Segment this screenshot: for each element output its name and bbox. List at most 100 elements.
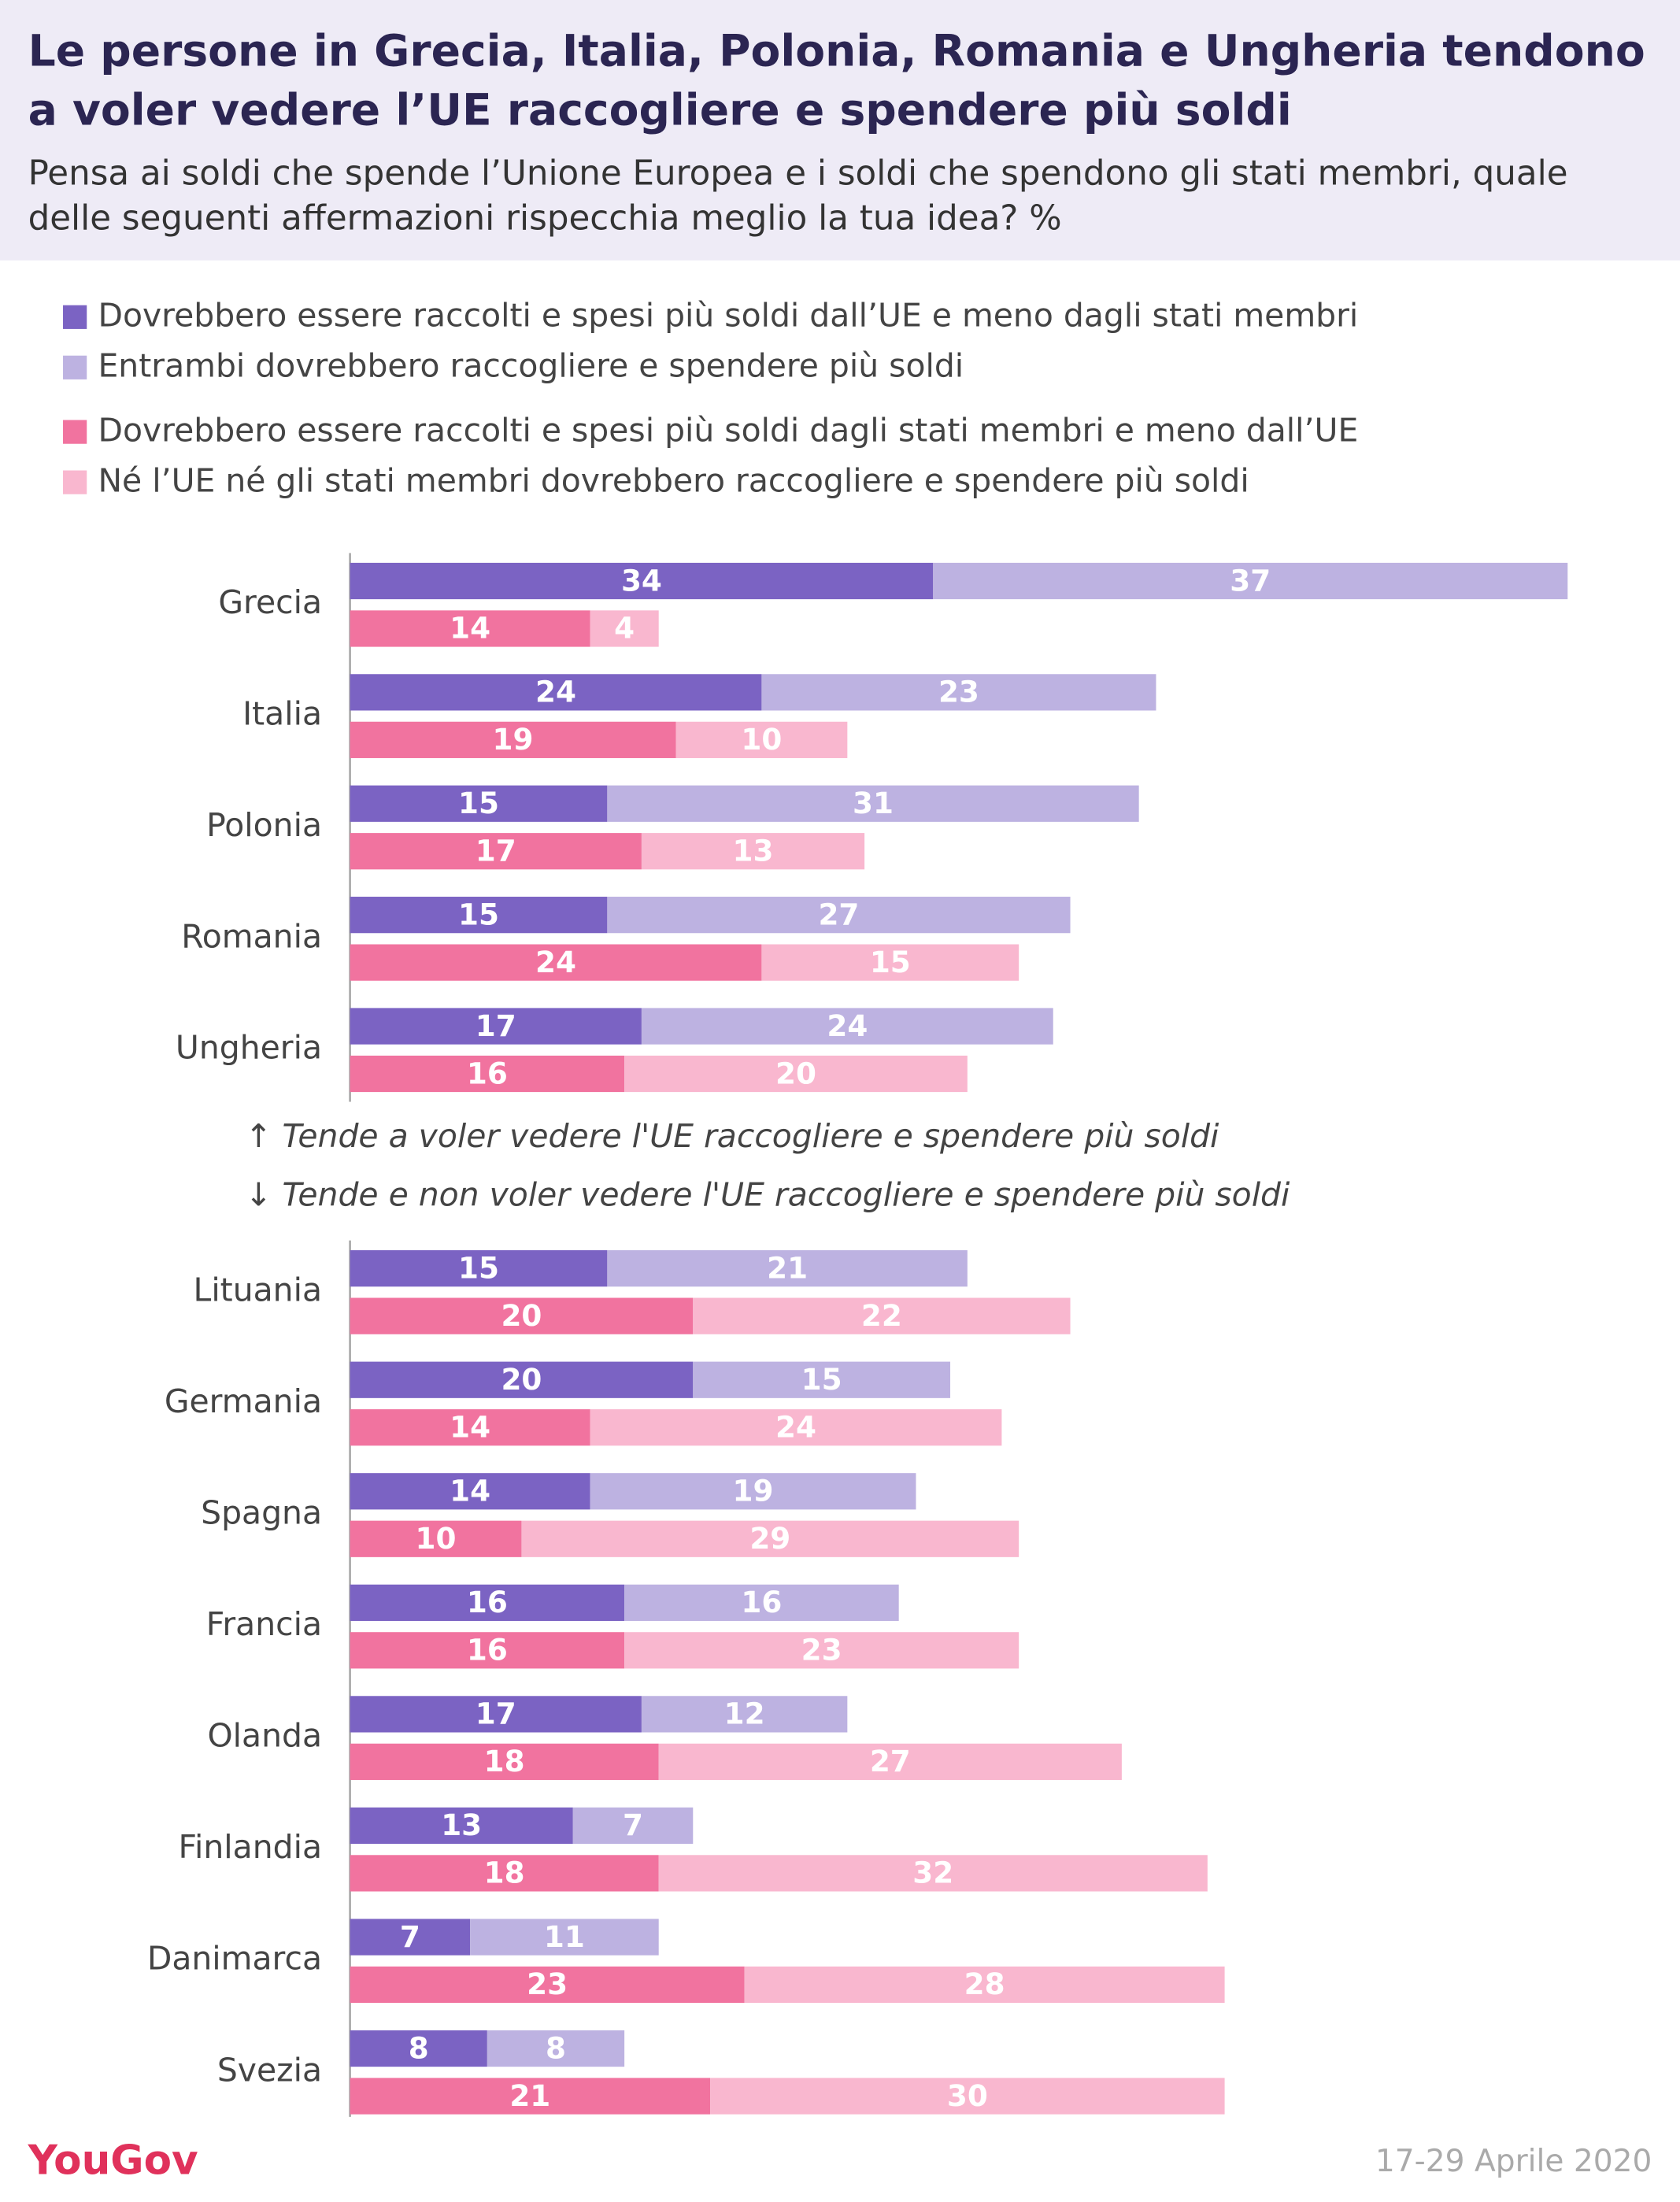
value-label: 14 — [450, 1474, 490, 1508]
chart-title: Le persone in Grecia, Italia, Polonia, R… — [28, 26, 1645, 136]
bar — [693, 1361, 951, 1398]
bar — [350, 1055, 625, 1093]
value-label: 16 — [741, 1585, 782, 1619]
value-label: 16 — [467, 1633, 508, 1667]
value-label: 31 — [853, 786, 894, 820]
bar — [675, 721, 848, 758]
value-label: 32 — [912, 1856, 953, 1890]
value-label: 23 — [801, 1633, 842, 1667]
bar — [350, 721, 676, 758]
bar — [693, 1297, 1071, 1334]
bar — [624, 1632, 1019, 1669]
value-label: 19 — [493, 722, 534, 757]
bar — [607, 1250, 968, 1287]
bar — [350, 897, 608, 934]
bar — [624, 1584, 899, 1621]
bar — [933, 562, 1568, 600]
category-label: Romania — [181, 917, 322, 955]
annotation: ↑ Tende a voler vedere l'UE raccogliere … — [245, 1117, 1219, 1155]
value-label: 23 — [527, 1967, 568, 2001]
legend-label: Dovrebbero essere raccolti e spesi più s… — [98, 297, 1358, 335]
value-label: 17 — [476, 1697, 516, 1731]
value-label: 7 — [623, 1808, 643, 1842]
value-label: 21 — [767, 1250, 808, 1285]
bar — [521, 1520, 1019, 1557]
value-label: 20 — [501, 1298, 542, 1333]
legend-label: Entrambi dovrebbero raccogliere e spende… — [98, 347, 964, 385]
bar — [470, 1919, 659, 1956]
bar — [350, 1855, 659, 1892]
value-label: 12 — [724, 1697, 765, 1731]
bar — [572, 1807, 694, 1845]
value-label: 7 — [400, 1919, 420, 1954]
bar — [350, 1361, 694, 1398]
legend-label: Né l’UE né gli stati membri dovrebbero r… — [98, 462, 1249, 500]
value-label: 21 — [509, 2078, 550, 2113]
bar — [350, 1250, 608, 1287]
bar — [710, 2078, 1225, 2115]
category-label: Lituania — [194, 1271, 322, 1308]
value-label: 23 — [938, 675, 979, 709]
value-label: 20 — [501, 1362, 542, 1397]
bar — [744, 1966, 1225, 2004]
header: Le persone in Grecia, Italia, Polonia, R… — [0, 0, 1680, 261]
value-label: 30 — [947, 2078, 988, 2113]
bar — [590, 610, 659, 647]
value-label: 19 — [733, 1474, 774, 1508]
bar — [590, 1409, 1002, 1446]
date: 17-29 Aprile 2020 — [1375, 2144, 1652, 2179]
bar — [350, 610, 590, 647]
value-label: 15 — [458, 786, 499, 820]
bar — [607, 785, 1139, 822]
value-label: 8 — [409, 2030, 429, 2065]
value-label: 13 — [441, 1808, 482, 1842]
value-label: 27 — [870, 1744, 911, 1778]
category-label: Polonia — [206, 806, 322, 844]
value-label: 28 — [964, 1967, 1005, 2001]
bar — [350, 1409, 590, 1446]
bar — [350, 1008, 642, 1045]
bar — [350, 1632, 625, 1669]
value-label: 4 — [614, 611, 635, 646]
bar — [350, 562, 934, 600]
category-label: Spagna — [201, 1494, 322, 1532]
bar — [761, 674, 1156, 711]
category-label: Grecia — [218, 583, 322, 621]
bar — [350, 1696, 642, 1733]
chart-subtitle: Pensa ai soldi che spende l’Unione Europ… — [28, 152, 1568, 239]
bar — [350, 785, 608, 822]
bar — [350, 2078, 711, 2115]
bar — [658, 1855, 1208, 1892]
legend-swatch — [63, 355, 87, 379]
value-label: 24 — [775, 1409, 816, 1444]
value-label: 8 — [546, 2030, 566, 2065]
value-label: 15 — [458, 1250, 499, 1285]
value-label: 18 — [484, 1744, 525, 1778]
value-label: 15 — [458, 897, 499, 931]
category-label: Danimarca — [147, 1940, 322, 1978]
value-label: 17 — [476, 834, 516, 868]
bar — [350, 1297, 694, 1334]
bar — [641, 833, 865, 870]
bar — [350, 1520, 522, 1557]
category-label: Olanda — [207, 1717, 322, 1755]
bar — [350, 833, 642, 870]
category-label: Italia — [242, 695, 322, 733]
bar — [350, 944, 762, 981]
bar — [624, 1055, 968, 1093]
annotation: ↓ Tende e non voler vedere l'UE raccogli… — [245, 1175, 1290, 1213]
bar — [590, 1473, 916, 1510]
value-label: 24 — [827, 1008, 868, 1043]
value-label: 11 — [544, 1919, 585, 1954]
value-label: 24 — [535, 945, 576, 979]
value-label: 29 — [749, 1521, 790, 1556]
value-label: 16 — [467, 1585, 508, 1619]
value-label: 20 — [775, 1056, 816, 1090]
value-label: 10 — [416, 1521, 457, 1556]
bar — [350, 1919, 471, 1956]
value-label: 24 — [535, 675, 576, 709]
value-label: 37 — [1230, 563, 1271, 598]
bar — [350, 1584, 625, 1621]
source: YouGov — [28, 2137, 198, 2185]
